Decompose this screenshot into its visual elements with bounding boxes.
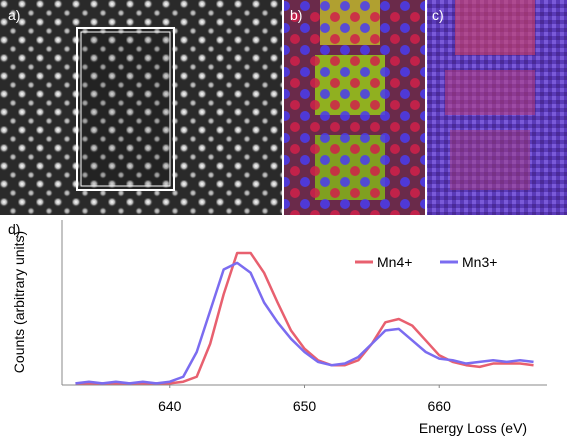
- x-tick-label: 640: [158, 398, 182, 414]
- x-tick-label: 650: [293, 398, 317, 414]
- x-axis-label: Energy Loss (eV): [419, 420, 527, 436]
- panel-a-image: [0, 0, 282, 215]
- y-axis-label: Counts (arbitrary units): [11, 231, 27, 373]
- x-tick-label: 660: [428, 398, 452, 414]
- panel-label: a): [8, 7, 20, 23]
- panel-label: b): [290, 7, 302, 23]
- panel-b-image: [284, 0, 425, 215]
- legend-label: Mn3+: [462, 254, 497, 270]
- legend-label: Mn4+: [377, 254, 412, 270]
- panel-label: c): [432, 7, 444, 23]
- panel-c-image: [427, 0, 567, 215]
- panel-label: d): [8, 221, 20, 237]
- series-line: [75, 261, 534, 385]
